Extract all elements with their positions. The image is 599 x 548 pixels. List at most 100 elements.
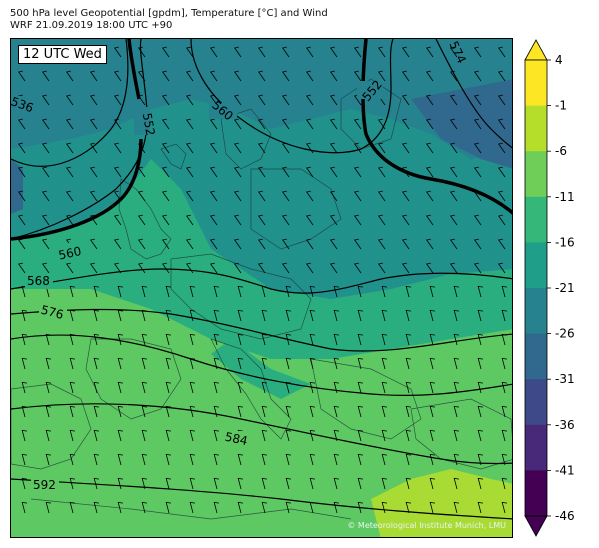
contour-label-576: 576 [39,303,65,322]
wind-barb [66,118,74,130]
wind-barb [474,262,482,274]
wind-barb [474,46,482,58]
wind-barb [21,309,28,322]
wind-barb [378,70,386,82]
colorbar-tick-label: -16 [555,235,575,249]
wind-barb [426,214,434,226]
wind-barb [117,357,124,370]
wind-barb [330,166,338,178]
wind-barb [114,190,122,202]
wind-barb [237,285,244,298]
wind-barb [378,262,386,274]
wind-barb [330,190,338,202]
wind-barb [453,405,460,418]
wind-barb [429,477,436,490]
wind-barb [69,333,76,346]
wind-barb [210,142,218,154]
wind-barb [474,166,482,178]
wind-barb [21,453,28,466]
wind-barb [405,381,412,394]
wind-barb [381,309,388,322]
wind-barb [354,70,362,82]
wind-barb [189,453,196,466]
wind-barb [357,309,364,322]
wind-barb [306,262,314,274]
wind-barb [21,357,28,370]
wind-barb [426,262,434,274]
wind-barb [453,429,460,442]
wind-barb [90,118,98,130]
wind-barb [285,333,292,346]
wind-barb [69,477,76,490]
wind-barb [114,262,122,274]
wind-barb [309,309,316,322]
wind-barb [237,309,244,322]
wind-barb [186,94,194,106]
wind-barb [213,333,220,346]
wind-barb [282,214,290,226]
wind-barb [402,214,410,226]
wind-barb [405,501,412,514]
wind-barb [453,357,460,370]
wind-barb [162,166,170,178]
wind-barb [357,381,364,394]
wind-barb [162,214,170,226]
wind-barb [18,214,26,226]
wind-barb [93,333,100,346]
wind-barb [117,309,124,322]
colorbar-band [525,151,547,198]
wind-barb [258,142,266,154]
wind-barb [333,405,340,418]
wind-barb [117,429,124,442]
colorbar-tick-label: -1 [555,99,567,113]
wind-barb [498,70,506,82]
wind-barb [282,238,290,250]
wind-barb [117,285,124,298]
wind-barb [498,142,506,154]
wind-barb [282,46,290,58]
wind-barb [453,501,460,514]
wind-barb [114,70,122,82]
wind-barb [90,190,98,202]
wind-barb [474,142,482,154]
wind-barb [450,214,458,226]
wind-barb [282,70,290,82]
wind-barb [189,405,196,418]
wind-barb [477,429,484,442]
colorbar-ticks: 4 -1 -6 -11 -16 -21 -26 -31 -36 -41 -46 [547,53,575,523]
wind-barb [402,190,410,202]
wind-barb [402,238,410,250]
wind-barb [378,166,386,178]
wind-barb [210,262,218,274]
wind-barb [357,405,364,418]
wind-barb [405,357,412,370]
wind-barb [45,429,52,442]
wind-barb [450,118,458,130]
wind-barb [93,453,100,466]
wind-barb [354,214,362,226]
wind-barb [402,70,410,82]
wind-barb [162,118,170,130]
wind-barb [501,309,508,322]
wind-barb [42,142,50,154]
wind-barb [285,501,292,514]
wind-barb [189,429,196,442]
wind-barb [354,238,362,250]
wind-barbs [18,46,508,514]
wind-barb [138,70,146,82]
colorbar-band [525,242,547,289]
wind-barb [165,453,172,466]
wind-barb [213,453,220,466]
wind-barb [330,118,338,130]
wind-barb [237,453,244,466]
wind-barb [66,262,74,274]
wind-barb [141,477,148,490]
wind-barb [237,357,244,370]
wind-barb [426,142,434,154]
temp-band-warmest [371,469,512,537]
wind-barb [405,405,412,418]
colorbar-tick-label: -31 [555,372,575,386]
wind-barb [501,381,508,394]
wind-barb [429,285,436,298]
wind-barb [162,190,170,202]
